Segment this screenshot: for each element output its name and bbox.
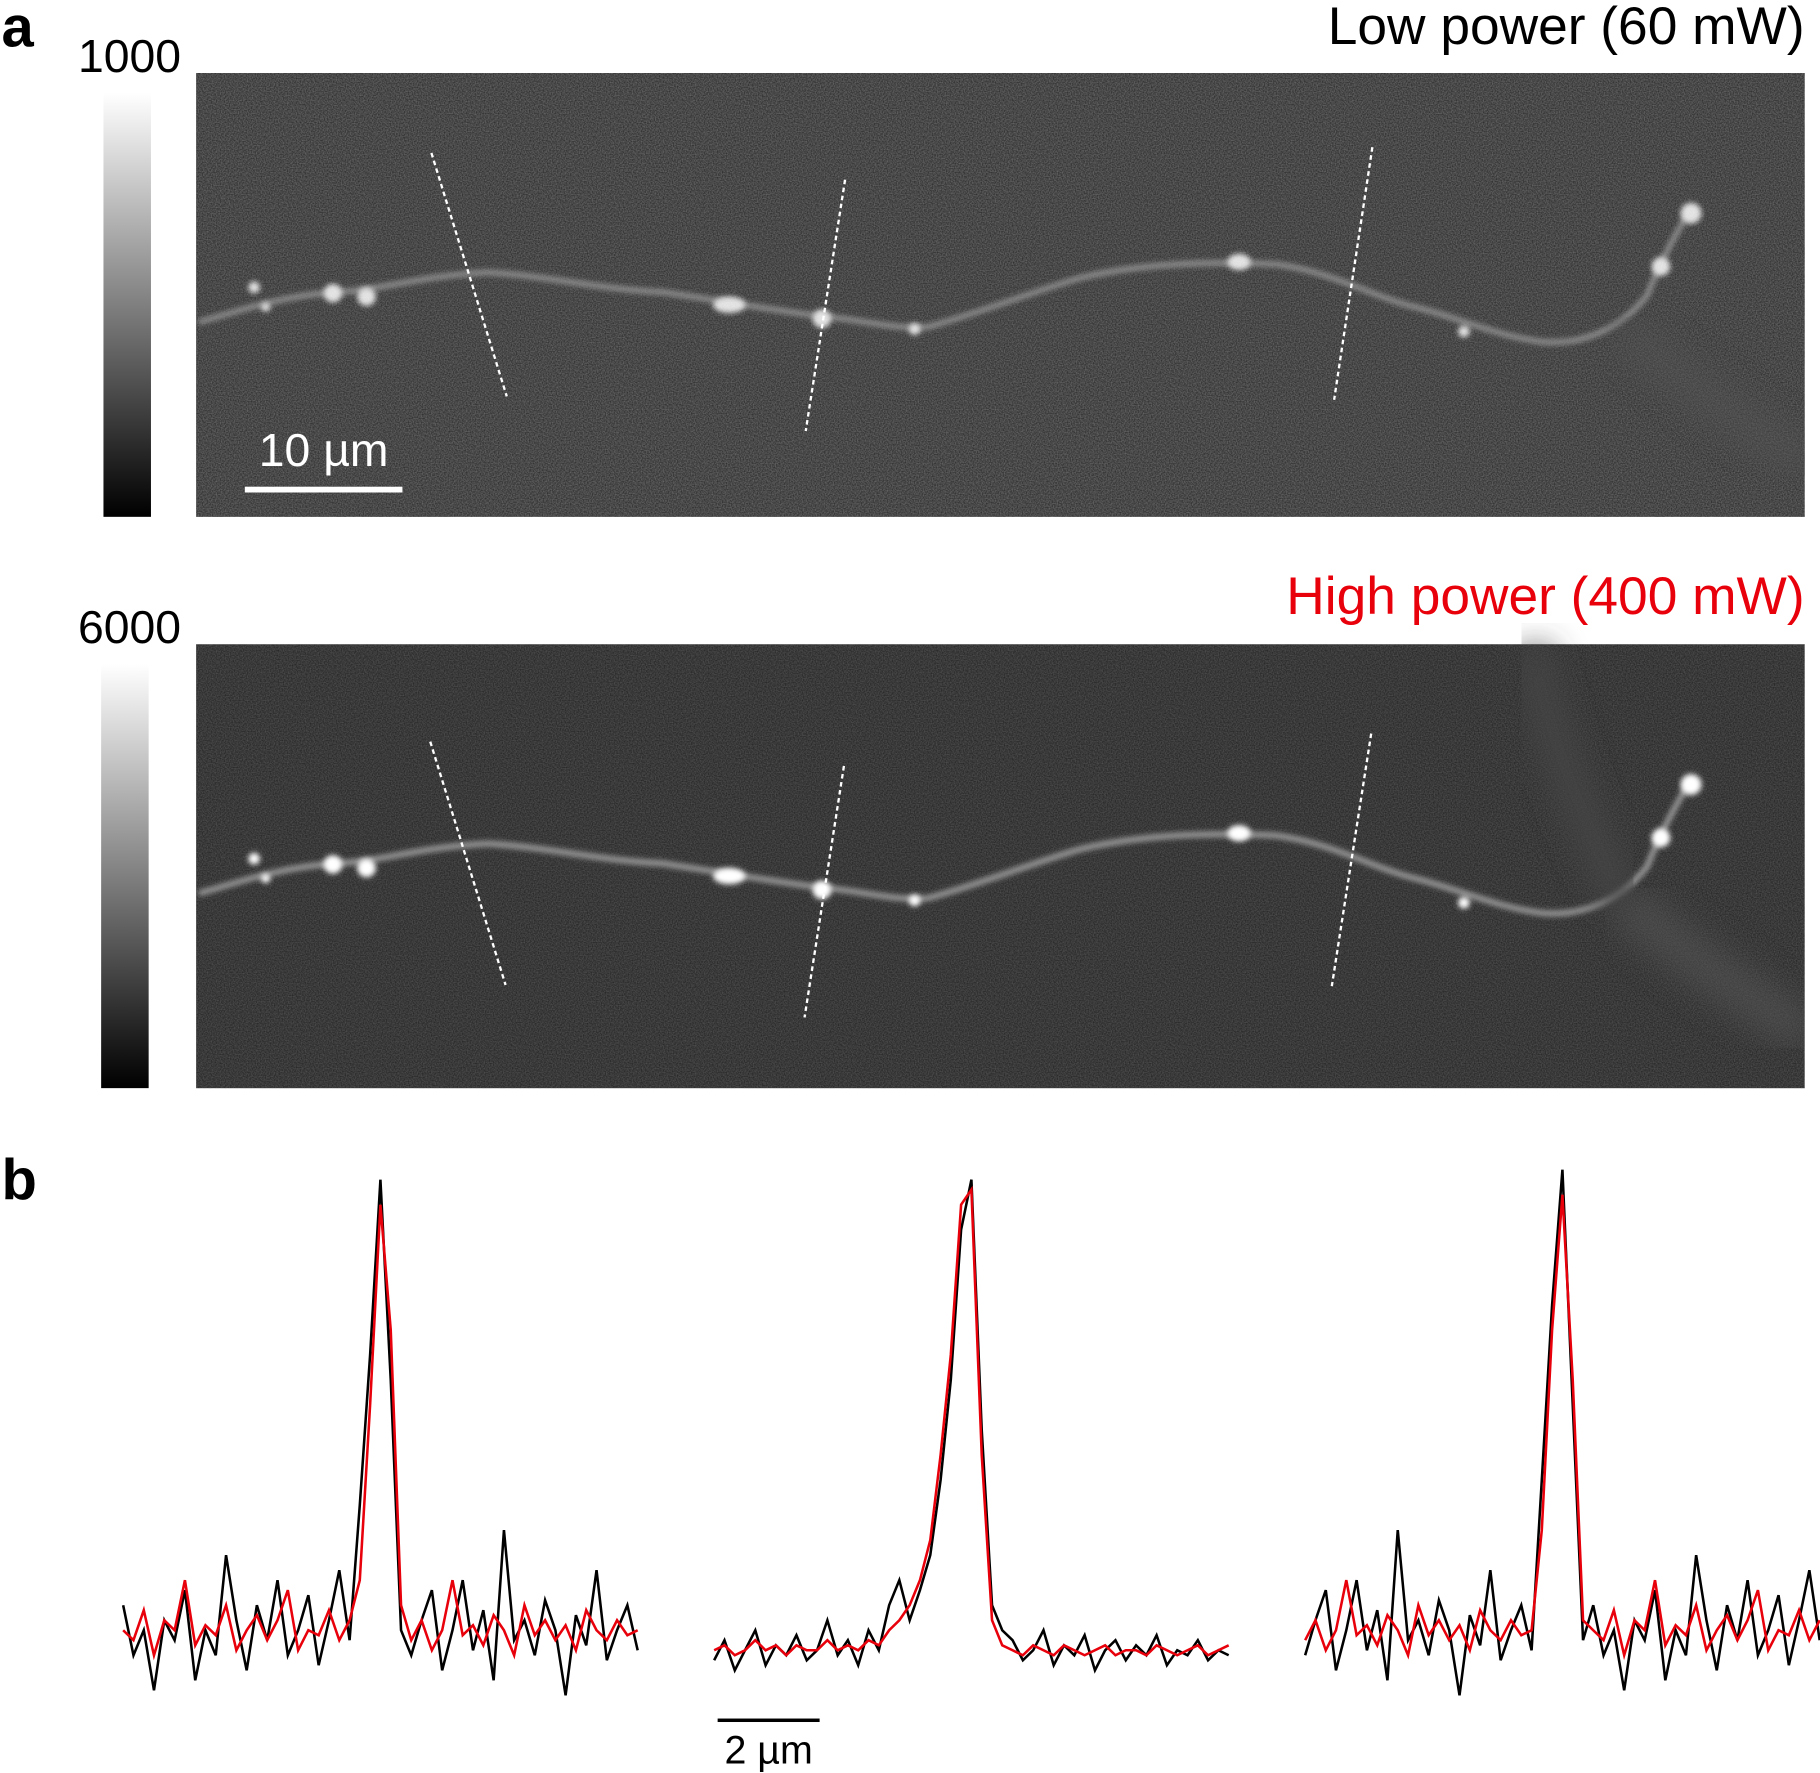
high-power-trace — [713, 1185, 1230, 1658]
high-power-colorbar — [101, 664, 149, 1089]
low-power-colorbar — [103, 92, 151, 517]
high-power-trace — [122, 1204, 639, 1661]
high-power-title: High power (400 mW) — [1286, 567, 1804, 626]
line-profile-plots — [121, 1169, 1820, 1696]
profile-plot-3 — [1303, 1169, 1820, 1696]
low-power-trace — [121, 1179, 639, 1696]
high-power-colorbar-max: 6000 — [78, 601, 181, 653]
low-power-trace — [1303, 1169, 1820, 1696]
profile-plot-2 — [713, 1179, 1230, 1674]
low-power-colorbar-max: 1000 — [78, 30, 181, 82]
image-scale-bar — [244, 486, 403, 493]
low-power-image: 10 µm — [196, 73, 1805, 517]
panel-b-label: b — [1, 1148, 36, 1212]
high-power-trace — [1304, 1194, 1820, 1661]
plot-scale-bar-label: 2 µm — [724, 1729, 812, 1773]
low-power-title: Low power (60 mW) — [1328, 0, 1805, 56]
profile-plot-1 — [121, 1179, 639, 1696]
low-power-trace — [713, 1179, 1230, 1674]
high-power-image — [196, 644, 1805, 1089]
plot-scale-bar — [717, 1718, 820, 1723]
line-profiles — [429, 733, 1373, 1018]
line-profiles — [430, 146, 1374, 432]
image-scale-bar-label: 10 µm — [259, 424, 389, 476]
panel-a-label: a — [1, 0, 34, 59]
